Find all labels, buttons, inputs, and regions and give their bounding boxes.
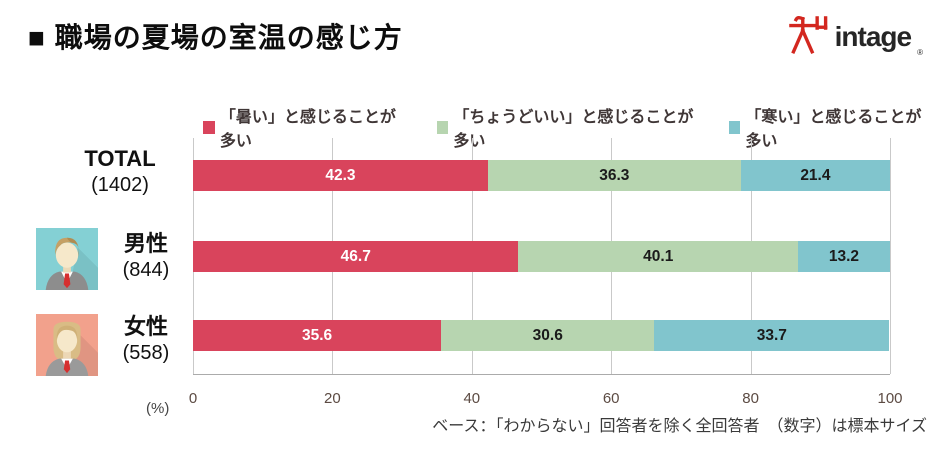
category-name: 男性 bbox=[123, 231, 168, 256]
female-avatar-icon bbox=[36, 314, 98, 376]
intage-logo-mark-icon bbox=[785, 12, 829, 61]
legend-swatch-just-right bbox=[436, 120, 449, 134]
bar-row-1: 46.7 40.1 13.2 bbox=[193, 241, 890, 272]
row-label-total: TOTAL (1402) bbox=[55, 146, 185, 198]
chart-legend: 「暑い」と感じることが多い 「ちょうどいい」と感じることが多い 「寒い」と感じる… bbox=[203, 103, 935, 151]
percent-unit-label: (%) bbox=[146, 400, 170, 417]
registered-mark: ® bbox=[917, 48, 923, 57]
bar-segment: 21.4 bbox=[740, 160, 890, 191]
bar-segment: 36.3 bbox=[487, 160, 741, 191]
legend-swatch-cold bbox=[728, 120, 741, 134]
x-tick-label-60: 60 bbox=[602, 390, 620, 407]
row-label-male: 男性 (844) bbox=[96, 231, 196, 283]
male-avatar-icon bbox=[36, 228, 98, 290]
bar-segment: 40.1 bbox=[518, 241, 798, 272]
gridline-100 bbox=[890, 138, 891, 374]
bar-segment: 42.3 bbox=[193, 160, 488, 191]
x-tick-label-0: 0 bbox=[188, 390, 198, 407]
x-tick-label-100: 100 bbox=[877, 390, 903, 407]
x-axis: 0 20 40 60 80 100 bbox=[189, 390, 903, 410]
category-name: 女性 bbox=[123, 314, 168, 339]
x-tick-label-80: 80 bbox=[742, 390, 759, 407]
page-title: ■ 職場の夏場の室温の感じ方 bbox=[28, 22, 403, 53]
bar-segment: 33.7 bbox=[654, 320, 890, 351]
intage-logo: intage ® bbox=[785, 12, 923, 61]
sample-size: (844) bbox=[122, 259, 170, 281]
sample-size: (1402) bbox=[91, 174, 149, 196]
bar-segment: 46.7 bbox=[193, 241, 519, 272]
stacked-bar-chart: 42.3 36.3 21.4 46.7 40.1 13.2 35.6 30.6 33.7 bbox=[193, 138, 891, 375]
x-tick-label-20: 20 bbox=[324, 390, 341, 407]
sample-size: (558) bbox=[122, 342, 170, 364]
intage-logo-text: intage bbox=[834, 20, 912, 52]
row-label-female: 女性 (558) bbox=[96, 314, 196, 366]
bar-segment: 35.6 bbox=[193, 320, 442, 351]
legend-item-hot: 「暑い」と感じることが多い bbox=[203, 103, 410, 151]
bar-row-2: 35.6 30.6 33.7 bbox=[193, 320, 890, 351]
base-note: ベース：「わからない」回答者を除く全回答者 （数字）は標本サイズ bbox=[432, 418, 927, 435]
legend-swatch-hot bbox=[203, 120, 215, 134]
bar-segment: 13.2 bbox=[797, 241, 890, 272]
legend-item-cold: 「寒い」と感じることが多い bbox=[728, 103, 935, 151]
bar-segment: 30.6 bbox=[441, 320, 655, 351]
legend-label: 「暑い」と感じることが多い bbox=[219, 109, 396, 150]
category-name: TOTAL bbox=[84, 146, 156, 171]
legend-item-just-right: 「ちょうどいい」と感じることが多い bbox=[436, 103, 702, 151]
x-tick-label-40: 40 bbox=[463, 390, 481, 407]
bar-row-0: 42.3 36.3 21.4 bbox=[193, 160, 890, 191]
legend-label: 「寒い」と感じることが多い bbox=[745, 109, 922, 150]
legend-label: 「ちょうどいい」と感じることが多い bbox=[453, 109, 694, 150]
